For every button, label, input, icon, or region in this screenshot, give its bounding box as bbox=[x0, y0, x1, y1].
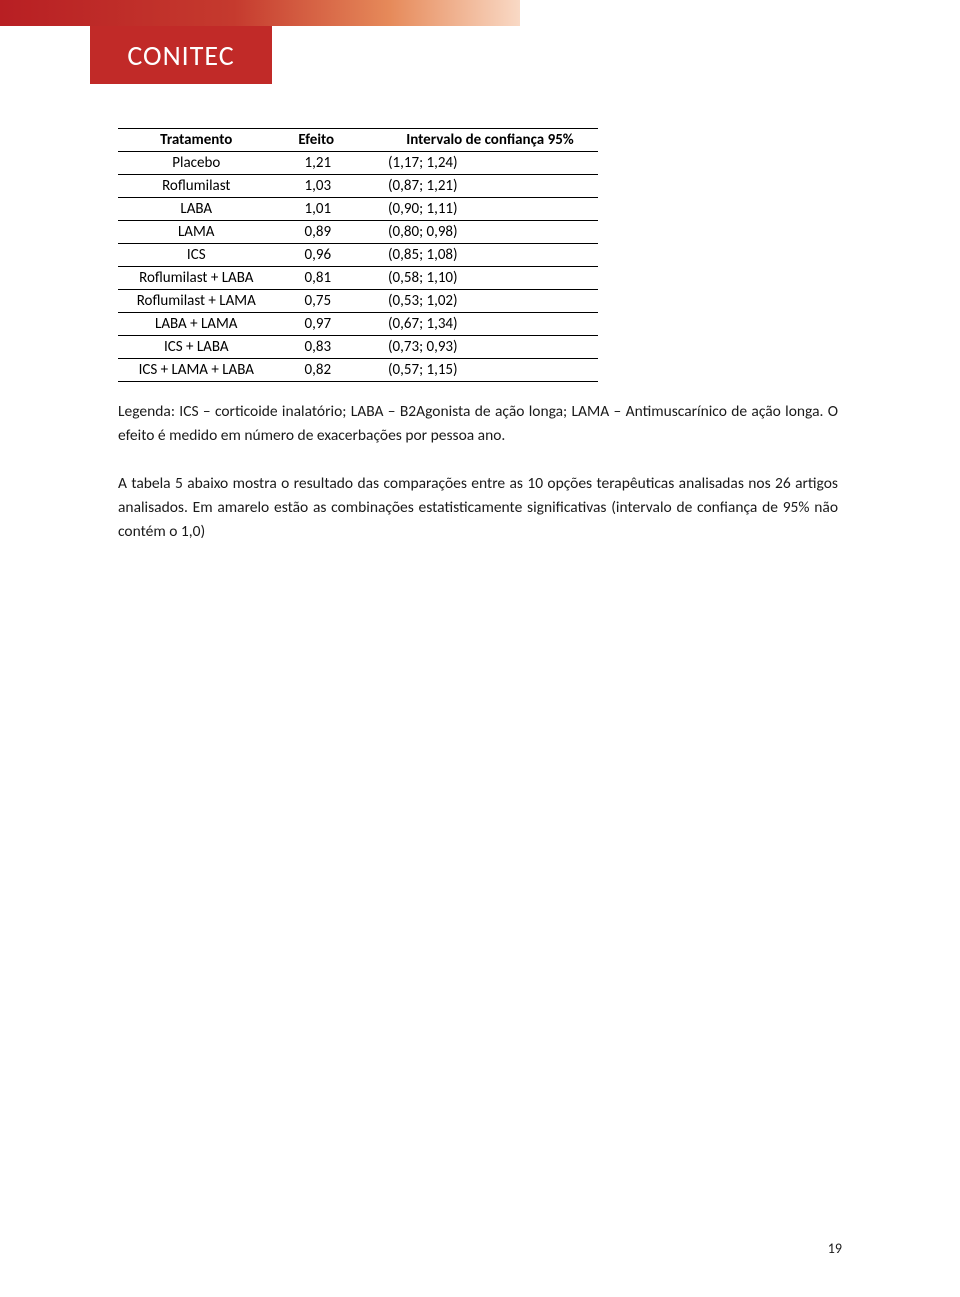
cell-ic: (0,80; 0,98) bbox=[358, 221, 598, 244]
cell-efeito: 1,03 bbox=[275, 175, 358, 198]
cell-tratamento: Placebo bbox=[118, 152, 275, 175]
cell-efeito: 1,01 bbox=[275, 198, 358, 221]
page-title: CONITEC bbox=[127, 38, 234, 73]
table-row: Roflumilast + LAMA0,75(0,53; 1,02) bbox=[118, 290, 598, 313]
cell-ic: (0,67; 1,34) bbox=[358, 313, 598, 336]
cell-tratamento: ICS + LABA bbox=[118, 336, 275, 359]
cell-tratamento: Roflumilast + LAMA bbox=[118, 290, 275, 313]
caption-paragraph: Legenda: ICS – corticoide inalatório; LA… bbox=[118, 400, 838, 448]
cell-ic: (0,73; 0,93) bbox=[358, 336, 598, 359]
content-area: Tratamento Efeito Intervalo de confiança… bbox=[118, 128, 838, 568]
page-number: 19 bbox=[828, 1240, 842, 1257]
cell-tratamento: Roflumilast + LABA bbox=[118, 267, 275, 290]
table-row: LABA + LAMA0,97(0,67; 1,34) bbox=[118, 313, 598, 336]
cell-efeito: 0,89 bbox=[275, 221, 358, 244]
col-header-ic: Intervalo de confiança 95% bbox=[358, 129, 598, 152]
table-row: LAMA0,89(0,80; 0,98) bbox=[118, 221, 598, 244]
cell-efeito: 0,82 bbox=[275, 359, 358, 382]
table-row: LABA1,01(0,90; 1,11) bbox=[118, 198, 598, 221]
cell-ic: (1,17; 1,24) bbox=[358, 152, 598, 175]
cell-tratamento: LAMA bbox=[118, 221, 275, 244]
table-header-row: Tratamento Efeito Intervalo de confiança… bbox=[118, 129, 598, 152]
cell-ic: (0,85; 1,08) bbox=[358, 244, 598, 267]
table-row: ICS + LABA0,83(0,73; 0,93) bbox=[118, 336, 598, 359]
cell-efeito: 0,81 bbox=[275, 267, 358, 290]
cell-tratamento: LABA bbox=[118, 198, 275, 221]
cell-tratamento: ICS + LAMA + LABA bbox=[118, 359, 275, 382]
table-row: Placebo1,21(1,17; 1,24) bbox=[118, 152, 598, 175]
cell-efeito: 0,96 bbox=[275, 244, 358, 267]
cell-ic: (0,87; 1,21) bbox=[358, 175, 598, 198]
table-row: Roflumilast + LABA0,81(0,58; 1,10) bbox=[118, 267, 598, 290]
body-paragraph: A tabela 5 abaixo mostra o resultado das… bbox=[118, 472, 838, 544]
table-row: Roflumilast1,03(0,87; 1,21) bbox=[118, 175, 598, 198]
table-row: ICS0,96(0,85; 1,08) bbox=[118, 244, 598, 267]
cell-efeito: 1,21 bbox=[275, 152, 358, 175]
col-header-efeito: Efeito bbox=[275, 129, 358, 152]
page: CONITEC Tratamento Efeito Intervalo de c… bbox=[0, 0, 960, 1297]
cell-ic: (0,58; 1,10) bbox=[358, 267, 598, 290]
cell-efeito: 0,83 bbox=[275, 336, 358, 359]
cell-ic: (0,90; 1,11) bbox=[358, 198, 598, 221]
cell-tratamento: Roflumilast bbox=[118, 175, 275, 198]
col-header-tratamento: Tratamento bbox=[118, 129, 275, 152]
cell-tratamento: ICS bbox=[118, 244, 275, 267]
cell-tratamento: LABA + LAMA bbox=[118, 313, 275, 336]
treatment-effect-table: Tratamento Efeito Intervalo de confiança… bbox=[118, 128, 598, 382]
cell-ic: (0,57; 1,15) bbox=[358, 359, 598, 382]
title-box: CONITEC bbox=[90, 26, 272, 84]
cell-efeito: 0,97 bbox=[275, 313, 358, 336]
cell-efeito: 0,75 bbox=[275, 290, 358, 313]
table-row: ICS + LAMA + LABA0,82(0,57; 1,15) bbox=[118, 359, 598, 382]
cell-ic: (0,53; 1,02) bbox=[358, 290, 598, 313]
header-gradient-bar bbox=[0, 0, 520, 26]
